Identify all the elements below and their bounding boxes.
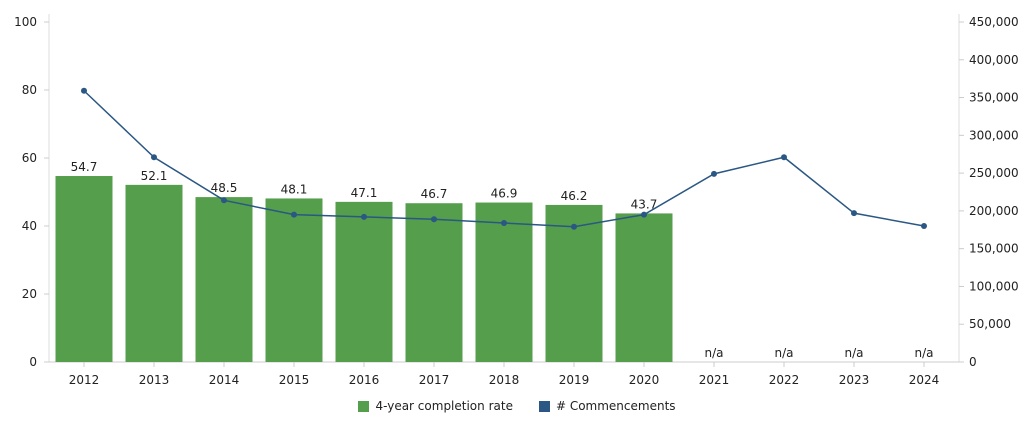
left-tick-label: 40 <box>22 219 37 233</box>
line-point-2022 <box>781 154 787 161</box>
line-point-2023 <box>851 210 857 217</box>
line-point-2018 <box>501 219 507 226</box>
bar-2020 <box>615 213 673 362</box>
legend-item-commencements[interactable]: # Commencements <box>538 399 676 413</box>
bar-2016 <box>335 201 393 362</box>
right-tick-label: 400,000 <box>969 53 1019 67</box>
legend-item-completion-rate[interactable]: 4-year completion rate <box>358 399 513 413</box>
bar-data-label: n/a <box>844 346 863 360</box>
right-tick-label: 100,000 <box>969 279 1019 293</box>
line-point-2015 <box>291 211 297 218</box>
x-tick-label: 2013 <box>139 373 170 387</box>
line-point-2014 <box>221 197 227 204</box>
left-tick-label: 0 <box>29 355 37 369</box>
bar-data-label: n/a <box>914 346 933 360</box>
x-tick-label: 2016 <box>349 373 380 387</box>
bar-2014 <box>195 197 253 362</box>
combo-chart: 0 20 40 60 80 100 0 50,000 100,000 150,000 200,000… <box>14 14 1019 387</box>
x-tick-label: 2024 <box>909 373 940 387</box>
line-point-2012 <box>81 87 87 94</box>
line-point-2016 <box>361 213 367 220</box>
bar-data-label: 46.7 <box>421 187 448 201</box>
left-tick-label: 60 <box>22 151 37 165</box>
legend-swatch-bar <box>358 400 370 412</box>
bar-2013 <box>125 184 183 362</box>
left-tick-label: 100 <box>14 15 37 29</box>
line-point-2020 <box>641 211 647 218</box>
right-tick-label: 250,000 <box>969 166 1019 180</box>
bar-data-label: 46.2 <box>561 189 588 203</box>
bar-2019 <box>545 204 603 362</box>
legend: 4-year completion rate # Commencements <box>0 399 1034 413</box>
right-tick-label: 300,000 <box>969 128 1019 142</box>
x-tick-label: 2012 <box>69 373 100 387</box>
right-tick-label: 450,000 <box>969 15 1019 29</box>
x-tick-label: 2018 <box>489 373 520 387</box>
left-tick-label: 20 <box>22 287 37 301</box>
line-point-2013 <box>151 154 157 161</box>
line-point-2019 <box>571 223 577 230</box>
right-tick-label: 50,000 <box>969 317 1011 331</box>
bar-data-label: 46.9 <box>491 187 518 201</box>
bar-data-label: n/a <box>704 346 723 360</box>
right-tick-label: 200,000 <box>969 204 1019 218</box>
x-tick-label: 2019 <box>559 373 590 387</box>
left-tick-label: 80 <box>22 83 37 97</box>
bar-data-label: 48.5 <box>211 181 238 195</box>
bar-data-label: 54.7 <box>71 160 98 174</box>
legend-label: # Commencements <box>555 399 676 413</box>
right-tick-label: 350,000 <box>969 91 1019 105</box>
x-tick-label: 2017 <box>419 373 450 387</box>
bar-2018 <box>475 202 533 362</box>
bar-2012 <box>55 176 113 362</box>
x-tick-label: 2015 <box>279 373 310 387</box>
x-tick-label: 2014 <box>209 373 240 387</box>
bar-data-label: 52.1 <box>141 169 168 183</box>
legend-swatch-line <box>538 400 550 412</box>
bar-2017 <box>405 203 463 362</box>
x-tick-label: 2023 <box>839 373 870 387</box>
legend-label: 4-year completion rate <box>375 399 513 413</box>
x-tick-label: 2022 <box>769 373 800 387</box>
bar-data-label: 43.7 <box>631 197 658 211</box>
line-point-2024 <box>921 223 927 229</box>
line-point-2021 <box>711 170 717 177</box>
line-point-2017 <box>431 216 437 223</box>
right-tick-label: 0 <box>969 355 977 369</box>
right-tick-label: 150,000 <box>969 242 1019 256</box>
bar-2015 <box>265 198 323 362</box>
x-tick-label: 2020 <box>629 373 660 387</box>
bar-data-label: 48.1 <box>281 182 308 196</box>
x-tick-label: 2021 <box>699 373 730 387</box>
bar-data-label: 47.1 <box>351 186 378 200</box>
bar-data-label: n/a <box>774 346 793 360</box>
